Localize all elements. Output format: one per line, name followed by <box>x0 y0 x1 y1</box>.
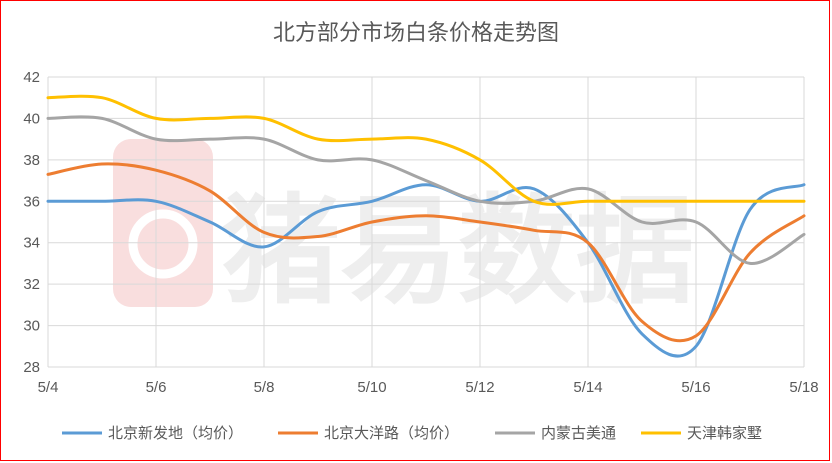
y-tick-label: 28 <box>23 359 40 376</box>
y-tick-label: 32 <box>23 276 40 293</box>
series-group <box>46 94 806 358</box>
x-tick-label: 5/4 <box>38 379 59 396</box>
legend: 北京新发地（均价） 北京大洋路（均价） 内蒙古美通 天津韩家墅 <box>62 424 762 442</box>
watermark: 猪易数据 <box>113 139 694 320</box>
x-axis: 5/4 5/6 5/8 5/10 5/12 5/14 5/16 5/18 <box>38 379 819 396</box>
y-tick-label: 30 <box>23 318 40 335</box>
x-tick-label: 5/8 <box>254 379 275 396</box>
legend-label: 北京新发地（均价） <box>108 424 243 442</box>
y-tick-label: 36 <box>23 193 40 210</box>
y-tick-label: 34 <box>23 235 40 252</box>
y-tick-label: 42 <box>23 69 40 86</box>
chart-title: 北方部分市场白条价格走势图 <box>273 21 559 46</box>
y-tick-label: 40 <box>23 110 40 127</box>
x-tick-label: 5/18 <box>789 379 818 396</box>
x-tick-label: 5/14 <box>573 379 602 396</box>
x-tick-label: 5/12 <box>465 379 494 396</box>
series-line-4 <box>46 94 806 206</box>
x-tick-label: 5/10 <box>357 379 386 396</box>
watermark-logo-ring <box>128 209 198 279</box>
x-tick-label: 5/6 <box>146 379 167 396</box>
y-axis: 28 30 32 34 36 38 40 42 <box>23 69 40 376</box>
legend-label: 内蒙古美通 <box>541 424 616 442</box>
x-tick-label: 5/16 <box>681 379 710 396</box>
legend-label: 北京大洋路（均价） <box>324 424 459 442</box>
y-tick-label: 38 <box>23 152 40 169</box>
series-line-2 <box>46 162 806 343</box>
series-line-3 <box>46 115 806 265</box>
legend-label: 天津韩家墅 <box>687 424 762 442</box>
